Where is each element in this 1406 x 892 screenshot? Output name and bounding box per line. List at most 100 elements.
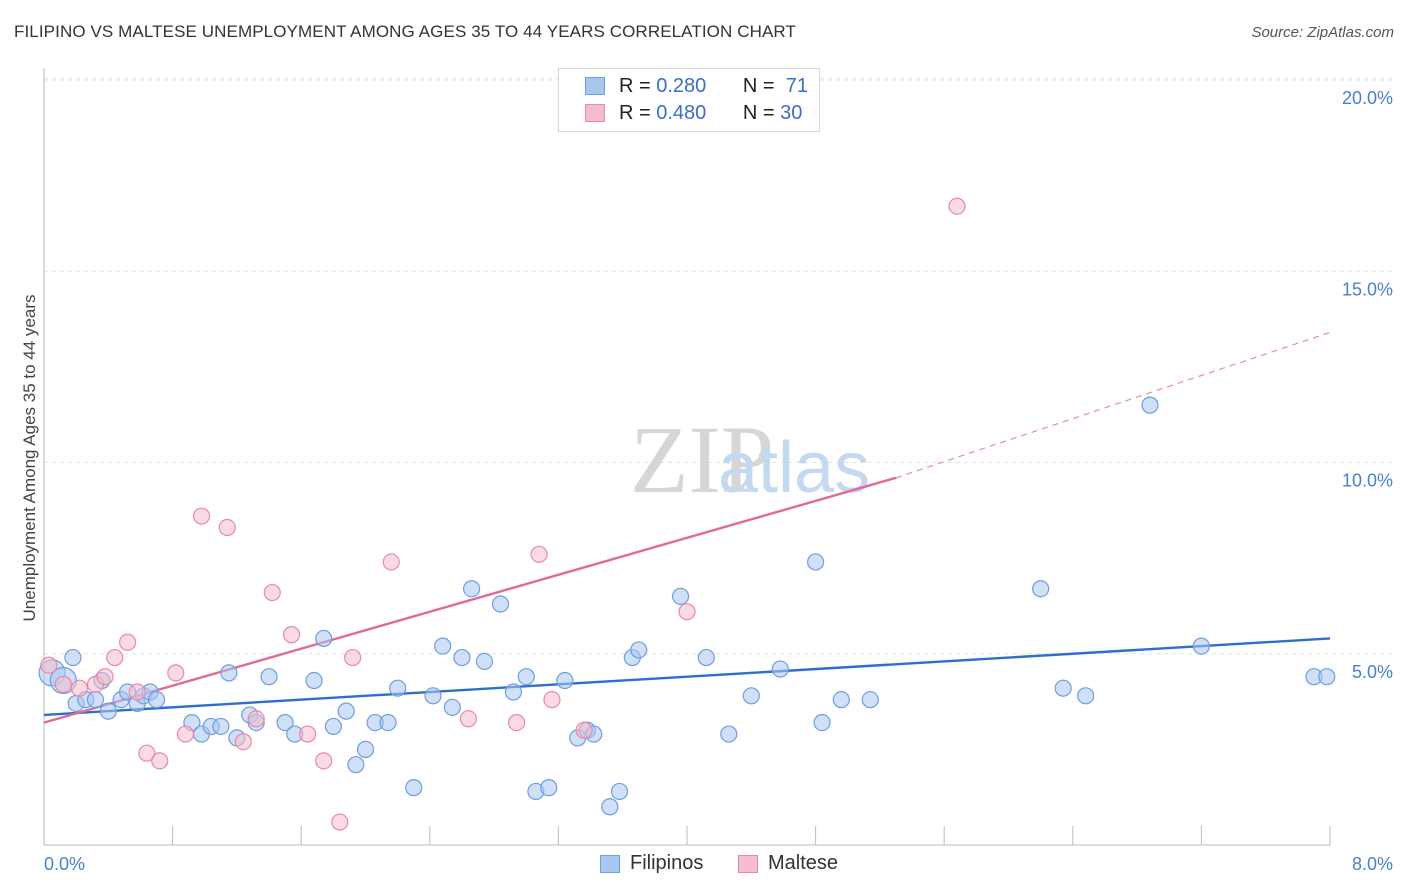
point-maltese <box>106 648 124 667</box>
point-filipinos <box>315 629 333 648</box>
y-tick-label: 10.0% <box>1342 471 1393 491</box>
point-filipinos <box>720 725 738 743</box>
legend-row-filipinos: R = 0.280 N = 71 <box>585 74 808 98</box>
y-axis-label: Unemployment Among Ages 35 to 44 years <box>20 295 39 622</box>
point-filipinos <box>832 691 850 709</box>
point-filipinos <box>806 553 825 571</box>
point-filipinos <box>405 779 423 797</box>
point-filipinos <box>276 713 294 732</box>
trend-lines <box>43 331 1331 724</box>
point-maltese <box>543 691 561 709</box>
point-filipinos <box>630 641 648 659</box>
point-maltese <box>138 744 156 762</box>
gridlines <box>44 77 1392 655</box>
y-tick-label: 5.0% <box>1352 662 1393 682</box>
point-filipinos <box>1032 580 1050 598</box>
point-maltese <box>530 545 548 563</box>
point-filipinos <box>462 580 481 598</box>
point-maltese <box>151 752 169 770</box>
point-maltese <box>176 725 195 743</box>
bottom-legend-filipinos: Filipinos <box>600 852 703 875</box>
point-filipinos <box>86 691 105 709</box>
point-maltese <box>40 656 58 674</box>
point-filipinos <box>504 683 522 701</box>
x-tick-label: 0.0% <box>44 854 85 874</box>
point-maltese <box>234 733 252 751</box>
point-filipinos <box>64 648 82 667</box>
x-tick-labels: 0.0% 8.0% <box>44 854 1393 874</box>
legend-n-label: N = <box>742 101 775 124</box>
point-maltese <box>508 713 526 732</box>
chart-source: Source: ZipAtlas.com <box>1251 24 1394 41</box>
point-filipinos <box>1077 687 1095 705</box>
trend-line-maltese <box>43 476 897 724</box>
point-maltese <box>678 603 696 621</box>
y-tick-labels: 5.0% 10.0% 15.0% 20.0% <box>1342 88 1393 682</box>
point-maltese <box>282 626 301 644</box>
point-filipinos <box>220 664 238 682</box>
point-filipinos <box>443 698 461 716</box>
point-maltese <box>459 710 477 728</box>
legend-r-label: R = <box>619 101 651 124</box>
point-maltese <box>575 721 593 739</box>
point-filipinos <box>556 671 574 690</box>
legend-n-value-maltese: 30 <box>780 101 803 124</box>
point-filipinos <box>517 668 535 686</box>
trend-line-filipinos <box>43 637 1331 717</box>
x-tick-label: 8.0% <box>1352 854 1393 874</box>
bottom-legend-swatch-filipinos <box>600 854 620 873</box>
point-filipinos <box>771 660 789 678</box>
legend-r-label: R = <box>619 74 651 97</box>
point-filipinos <box>99 702 117 720</box>
legend-r-value-maltese: 0.480 <box>656 101 707 124</box>
point-filipinos <box>1192 637 1211 655</box>
point-filipinos <box>601 798 619 816</box>
point-maltese <box>70 679 88 697</box>
point-maltese <box>331 813 349 831</box>
watermark-zip: ZIP <box>630 406 774 513</box>
point-filipinos <box>671 587 690 605</box>
legend: R = 0.280 N = 71 R = 0.480 N = 30 <box>558 68 820 132</box>
point-filipinos <box>540 779 558 797</box>
point-maltese <box>128 683 146 701</box>
point-maltese <box>54 675 72 693</box>
bottom-legend: Filipinos Maltese <box>0 852 1406 878</box>
bottom-legend-swatch-maltese <box>738 854 758 873</box>
legend-r-value-filipinos: 0.280 <box>656 74 707 97</box>
legend-n-label: N = <box>742 74 775 97</box>
point-filipinos <box>475 652 494 671</box>
point-maltese <box>948 197 966 215</box>
legend-row-maltese: R = 0.480 N = 30 <box>585 101 802 125</box>
point-filipinos <box>379 713 397 732</box>
point-maltese <box>344 648 362 667</box>
point-filipinos <box>1141 396 1159 414</box>
point-filipinos <box>861 691 879 709</box>
point-maltese <box>167 664 185 682</box>
point-maltese <box>299 725 317 743</box>
point-filipinos <box>434 637 452 655</box>
point-filipinos <box>356 740 375 758</box>
point-filipinos <box>491 595 510 613</box>
point-filipinos <box>813 713 831 732</box>
point-filipinos <box>324 717 342 736</box>
point-filipinos <box>1054 679 1072 697</box>
legend-n-value-filipinos: 71 <box>785 74 808 97</box>
y-tick-label: 20.0% <box>1342 88 1393 108</box>
point-maltese <box>118 633 137 651</box>
point-maltese <box>247 710 265 728</box>
point-filipinos <box>305 671 323 690</box>
point-maltese <box>96 668 114 686</box>
point-filipinos <box>610 782 629 801</box>
point-filipinos <box>742 687 760 705</box>
point-filipinos <box>147 691 166 709</box>
point-filipinos <box>453 648 471 667</box>
legend-swatch-filipinos <box>585 77 605 95</box>
bottom-legend-label-filipinos: Filipinos <box>630 852 704 874</box>
chart-title: FILIPINO VS MALTESE UNEMPLOYMENT AMONG A… <box>14 22 796 41</box>
axes <box>43 68 1331 846</box>
point-filipinos <box>337 702 355 720</box>
point-filipinos <box>424 687 442 705</box>
bottom-legend-label-maltese: Maltese <box>768 852 839 874</box>
bottom-legend-maltese: Maltese <box>738 852 838 875</box>
